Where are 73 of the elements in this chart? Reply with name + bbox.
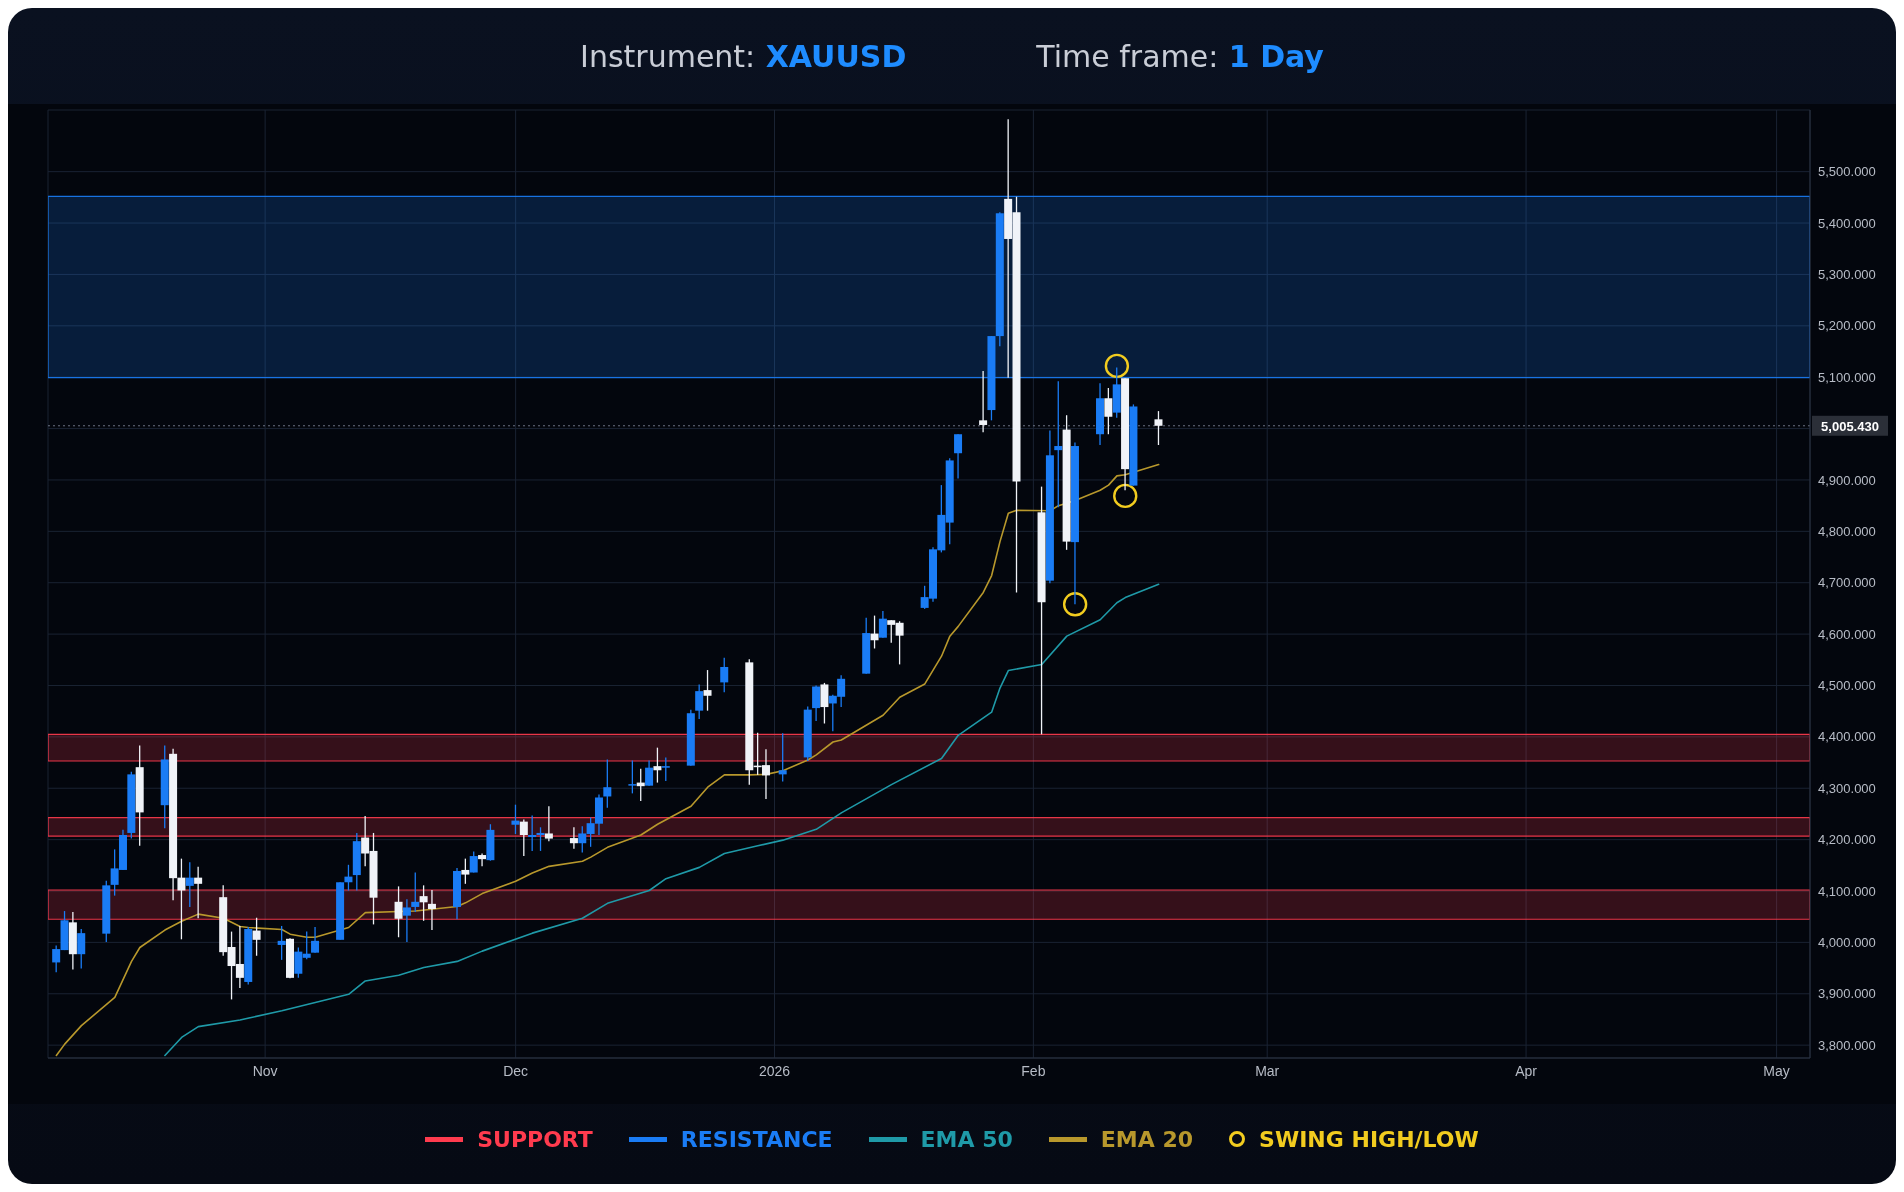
candlestick [469,850,478,874]
y-tick-label: 5,500.000 [1818,164,1876,180]
legend-label: SWING HIGH/LOW [1259,1126,1479,1152]
x-tick-label: Dec [503,1062,529,1079]
candlestick [778,732,787,783]
y-tick-label: 5,100.000 [1818,369,1876,385]
candlestick [870,614,879,650]
candlestick [478,852,487,867]
line-series [164,583,1160,1057]
y-tick-label: 4,600.000 [1818,626,1876,642]
y-tick-label: 4,100.000 [1818,883,1876,899]
candlestick [419,884,428,922]
candlestick [277,925,286,961]
x-tick-label: May [1763,1062,1790,1079]
line-series [55,463,1160,1057]
legend-label: SUPPORT [477,1126,593,1152]
candlestick [519,818,528,857]
candlestick [194,866,203,919]
y-tick-label: 4,500.000 [1818,678,1876,694]
candlestick [878,610,887,639]
legend-label: EMA 50 [920,1126,1013,1152]
x-tick-label: Feb [1021,1062,1046,1079]
candlestick [177,857,186,940]
candlestick [411,871,420,913]
candlestick [311,926,320,954]
x-tick-label: Apr [1515,1062,1538,1079]
candlestick [979,370,988,433]
candlestick [1054,380,1063,508]
ref-line-label: 5,005.430 [1821,418,1879,434]
candlestick [695,683,704,720]
candlestick [703,669,712,712]
candlestick [1104,387,1113,435]
y-tick-label: 5,300.000 [1818,267,1876,283]
candlestick [544,805,553,842]
x-tick-label: Mar [1255,1062,1280,1079]
x-tick-label: Nov [252,1062,278,1079]
y-tick-label: 4,400.000 [1818,729,1876,745]
legend-label: EMA 20 [1100,1126,1194,1152]
legend-label: RESISTANCE [680,1126,833,1152]
candlestick [402,898,411,943]
y-tick-label: 4,200.000 [1818,832,1876,848]
candlestick [628,759,637,795]
y-tick-label: 4,700.000 [1818,575,1876,591]
candlestick [536,826,545,852]
x-tick-label: 2026 [758,1062,791,1079]
candlestick [252,917,261,957]
chart-subtitle: Time frame: 1 Day [1036,38,1324,74]
y-tick-label: 4,900.000 [1818,472,1876,488]
y-tick-label: 5,200.000 [1818,318,1876,334]
candlestick [185,861,194,908]
y-tick-label: 5,400.000 [1818,215,1876,231]
candlestick [528,814,537,852]
y-tick-label: 4,300.000 [1818,780,1876,796]
candlestick [645,759,654,787]
candlestick [820,682,829,725]
candlestick [603,758,612,809]
candlestick [812,684,821,722]
candlestick [461,857,470,885]
candlestick [1154,410,1163,446]
y-tick-label: 4,800.000 [1818,523,1876,539]
y-tick-label: 4,000.000 [1818,935,1876,951]
candlestick [653,747,662,784]
y-tick-label: 3,900.000 [1818,986,1876,1002]
candlestick [511,804,520,835]
candlestick [661,756,670,782]
candlestick [394,885,403,938]
candlestick [77,928,86,970]
candlestick [720,657,729,693]
candlestick [569,826,578,850]
chart-title: Instrument: XAUUSD [580,38,907,74]
candlestick [954,433,963,480]
candlestick [427,889,436,931]
y-tick-label: 3,800.000 [1818,1037,1876,1053]
